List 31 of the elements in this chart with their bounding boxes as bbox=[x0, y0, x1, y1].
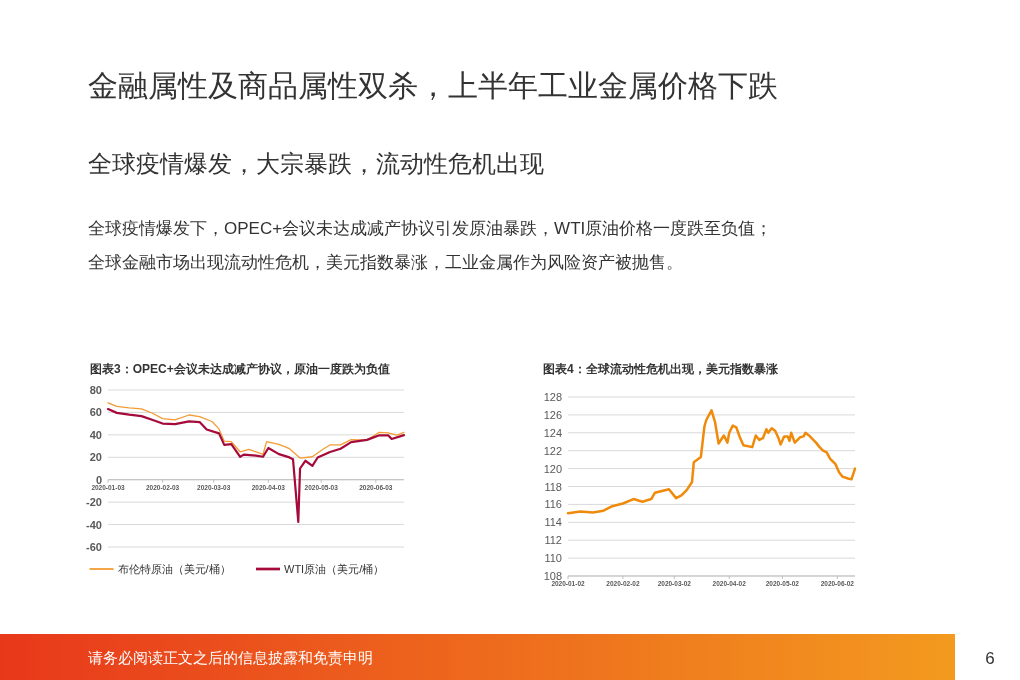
y-tick-label: 116 bbox=[544, 498, 562, 511]
text: 金融属性及商品属性双杀，上半年工业金属价格下跌 bbox=[88, 69, 778, 102]
y-tick-label: -40 bbox=[86, 518, 102, 531]
text: 6 bbox=[985, 649, 995, 668]
y-tick-label: 114 bbox=[544, 516, 562, 529]
y-tick-label: 80 bbox=[89, 384, 102, 396]
y-tick-label: 60 bbox=[89, 406, 102, 419]
y-tick-label: 110 bbox=[544, 552, 562, 565]
text: 请务必阅读正文之后的信息披露和免责申明 bbox=[88, 649, 373, 666]
y-tick-label: 120 bbox=[543, 462, 562, 475]
line-series bbox=[107, 402, 405, 459]
y-tick-label: 0 bbox=[95, 473, 102, 486]
y-tick-label: 128 bbox=[543, 391, 562, 403]
line-series bbox=[566, 409, 857, 515]
y-tick-label: 20 bbox=[89, 451, 102, 464]
y-tick-label: 126 bbox=[543, 408, 562, 421]
y-tick-label: 108 bbox=[543, 570, 562, 582]
y-tick-label: -60 bbox=[86, 541, 102, 553]
y-tick-label: 40 bbox=[89, 428, 102, 441]
y-tick-label: -20 bbox=[86, 496, 102, 509]
y-tick-label: 118 bbox=[544, 480, 562, 493]
text: 全球疫情爆发，大宗暴跌，流动性危机出现 bbox=[88, 150, 544, 177]
y-tick-label: 112 bbox=[544, 534, 562, 547]
y-tick-label: 124 bbox=[543, 426, 562, 439]
chart-title: 图表3：OPEC+会议未达成减产协议，原油一度跌为负值 bbox=[90, 362, 390, 376]
legend-label: WTI原油（美元/桶） bbox=[284, 563, 385, 575]
text: 全球疫情爆发下，OPEC+会议未达成减产协议引发原油暴跌，WTI原油价格一度跌至负值； bbox=[88, 219, 773, 238]
chart-title: 图表4：全球流动性危机出现，美元指数暴涨 bbox=[543, 362, 779, 376]
y-tick-label: 122 bbox=[543, 444, 562, 457]
legend-label: 布伦特原油（美元/桶） bbox=[117, 563, 231, 575]
text: 全球金融市场出现流动性危机，美元指数暴涨，工业金属作为风险资产被抛售。 bbox=[88, 253, 683, 272]
